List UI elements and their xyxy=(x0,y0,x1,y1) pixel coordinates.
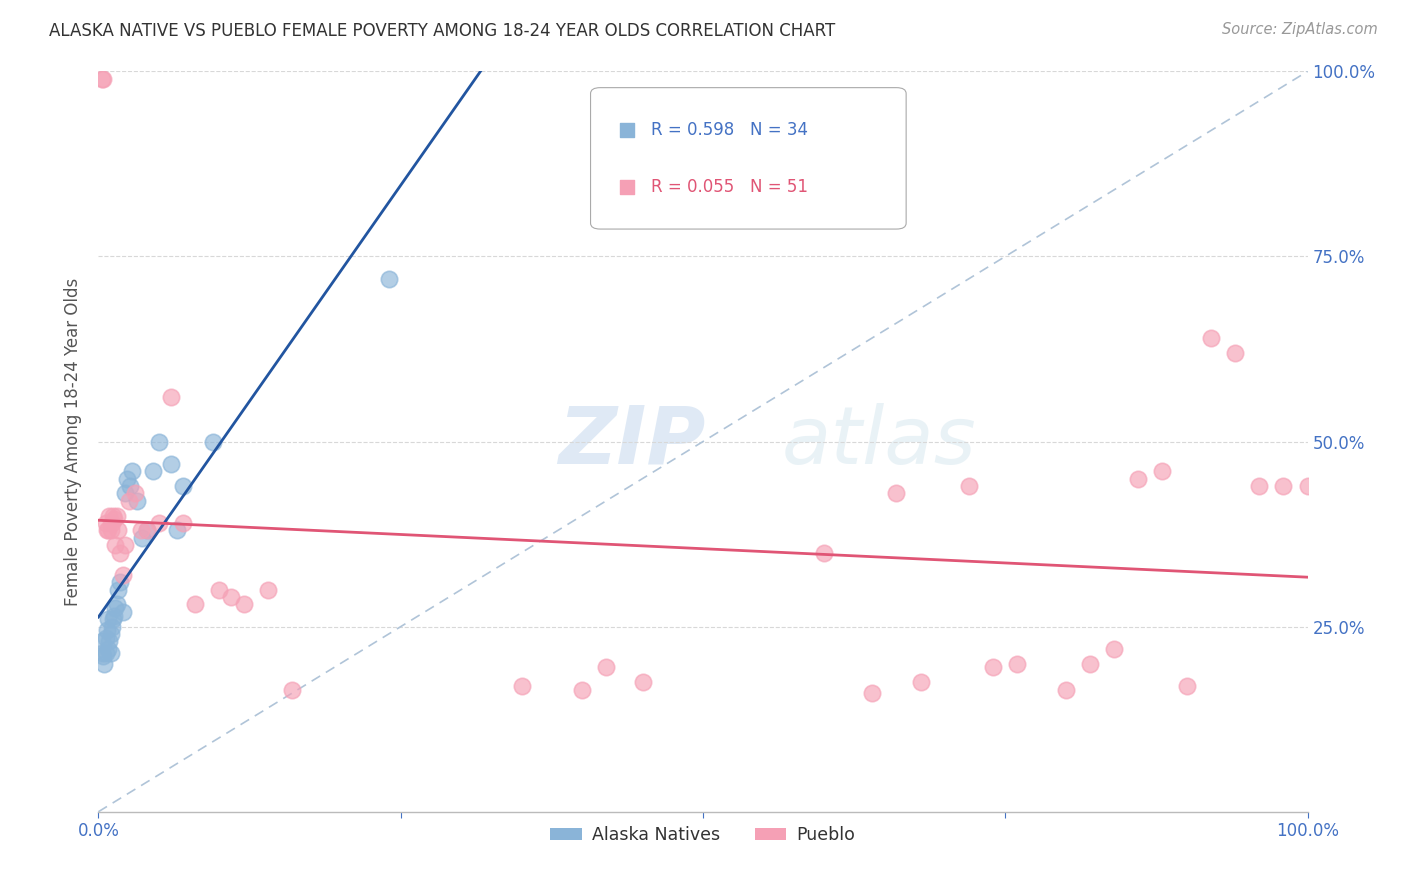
Point xyxy=(100,627,122,641)
Text: ZIP: ZIP xyxy=(558,402,706,481)
Point xyxy=(100,619,122,633)
Point xyxy=(595,660,617,674)
Point xyxy=(118,493,141,508)
Point xyxy=(631,675,654,690)
Point xyxy=(1078,657,1101,671)
Point xyxy=(103,608,125,623)
Point xyxy=(101,508,124,523)
Point xyxy=(957,479,980,493)
Point xyxy=(160,390,183,404)
Point xyxy=(1249,479,1271,493)
Point xyxy=(172,516,194,530)
Point xyxy=(981,660,1004,674)
Point xyxy=(142,464,165,478)
Point xyxy=(184,598,207,612)
Point xyxy=(172,479,194,493)
Point xyxy=(121,464,143,478)
Point xyxy=(616,123,638,137)
Point xyxy=(100,524,122,538)
Point xyxy=(100,516,122,530)
Point xyxy=(103,512,125,526)
Point xyxy=(105,508,128,523)
Legend: Alaska Natives, Pueblo: Alaska Natives, Pueblo xyxy=(544,819,862,851)
Y-axis label: Female Poverty Among 18-24 Year Olds: Female Poverty Among 18-24 Year Olds xyxy=(65,277,83,606)
Point xyxy=(131,531,153,545)
Point xyxy=(1007,657,1029,671)
Point xyxy=(124,486,146,500)
Point xyxy=(166,524,188,538)
Point xyxy=(910,675,932,690)
Text: atlas: atlas xyxy=(782,402,976,481)
Point xyxy=(101,612,124,626)
Point xyxy=(97,524,120,538)
Text: ALASKA NATIVE VS PUEBLO FEMALE POVERTY AMONG 18-24 YEAR OLDS CORRELATION CHART: ALASKA NATIVE VS PUEBLO FEMALE POVERTY A… xyxy=(49,22,835,40)
Point xyxy=(232,598,254,612)
Point xyxy=(104,538,127,552)
FancyBboxPatch shape xyxy=(591,87,905,229)
Point xyxy=(1175,679,1198,693)
Point xyxy=(100,646,122,660)
Point xyxy=(91,634,114,648)
Point xyxy=(118,479,141,493)
Point xyxy=(208,582,231,597)
Text: Source: ZipAtlas.com: Source: ZipAtlas.com xyxy=(1222,22,1378,37)
Point xyxy=(105,598,128,612)
Text: R = 0.598   N = 34: R = 0.598 N = 34 xyxy=(651,120,808,139)
Point xyxy=(148,516,170,530)
Point xyxy=(94,516,117,530)
Point xyxy=(160,457,183,471)
Point xyxy=(111,605,134,619)
Point xyxy=(571,682,593,697)
Point xyxy=(813,546,835,560)
Point xyxy=(107,582,129,597)
Point xyxy=(1296,479,1319,493)
Point xyxy=(91,71,114,86)
Point xyxy=(1152,464,1174,478)
Point xyxy=(97,612,120,626)
Point xyxy=(1272,479,1295,493)
Point xyxy=(1102,641,1125,656)
Point xyxy=(98,634,121,648)
Point xyxy=(135,524,157,538)
Point xyxy=(1128,471,1150,485)
Point xyxy=(1199,331,1222,345)
Point xyxy=(111,567,134,582)
Point xyxy=(510,679,533,693)
Point xyxy=(114,538,136,552)
Point xyxy=(96,624,118,638)
Point xyxy=(96,524,118,538)
Point xyxy=(114,486,136,500)
Point xyxy=(104,601,127,615)
Point xyxy=(1223,345,1246,359)
Point xyxy=(886,486,908,500)
Point xyxy=(94,646,117,660)
Point xyxy=(129,524,152,538)
Point xyxy=(107,524,129,538)
Point xyxy=(256,582,278,597)
Point xyxy=(108,575,131,590)
Text: R = 0.055   N = 51: R = 0.055 N = 51 xyxy=(651,178,808,196)
Point xyxy=(93,657,115,671)
Point xyxy=(281,682,304,697)
Point xyxy=(135,524,157,538)
Point xyxy=(117,471,139,485)
Point xyxy=(91,646,114,660)
Point xyxy=(377,271,399,285)
Point xyxy=(94,631,117,645)
Point xyxy=(91,649,114,664)
Point xyxy=(616,179,638,194)
Point xyxy=(108,546,131,560)
Point xyxy=(91,71,114,86)
Point xyxy=(221,590,243,604)
Point xyxy=(97,641,120,656)
Point xyxy=(148,434,170,449)
Point xyxy=(202,434,225,449)
Point xyxy=(127,493,149,508)
Point xyxy=(98,508,121,523)
Point xyxy=(860,686,883,700)
Point xyxy=(1054,682,1077,697)
